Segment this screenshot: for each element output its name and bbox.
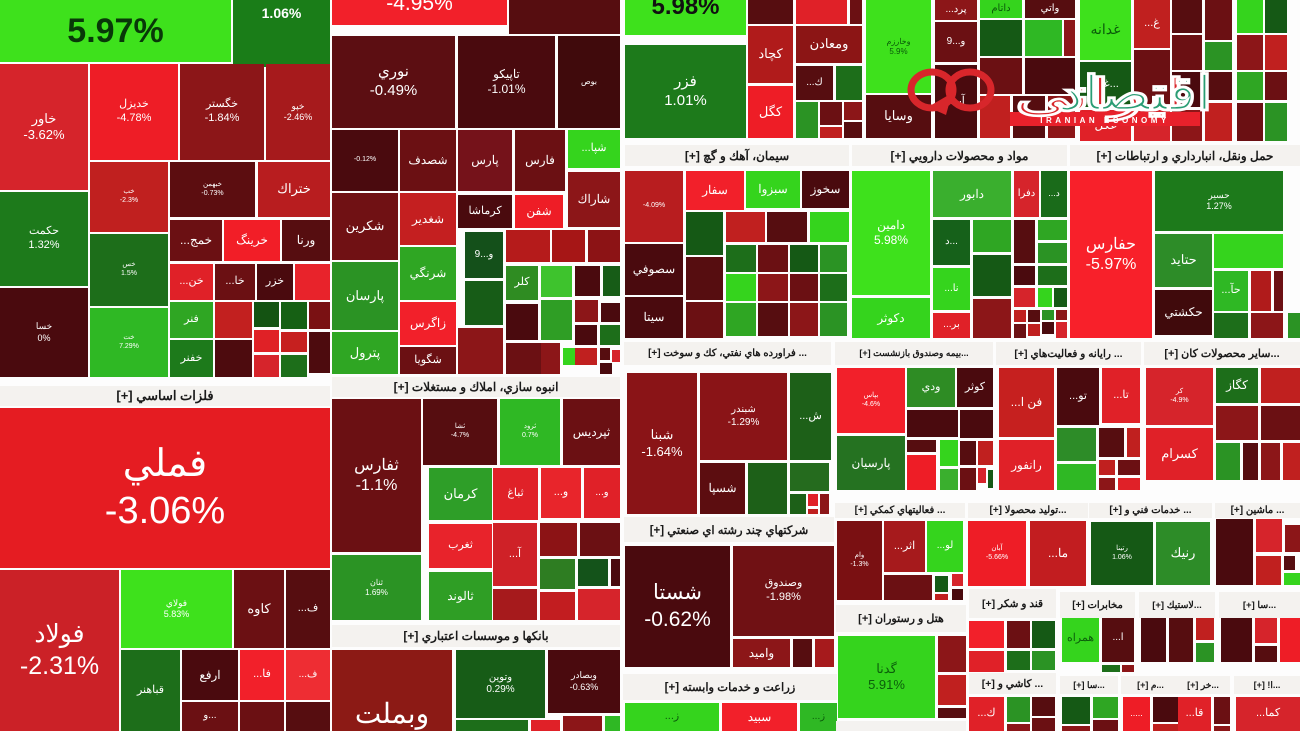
svg-text:اقتصاد: اقتصاد — [1058, 68, 1213, 121]
svg-text:IRANIAN ECONOMY: IRANIAN ECONOMY — [1040, 116, 1169, 125]
svg-text:ایرانی: ایرانی — [1015, 71, 1185, 122]
